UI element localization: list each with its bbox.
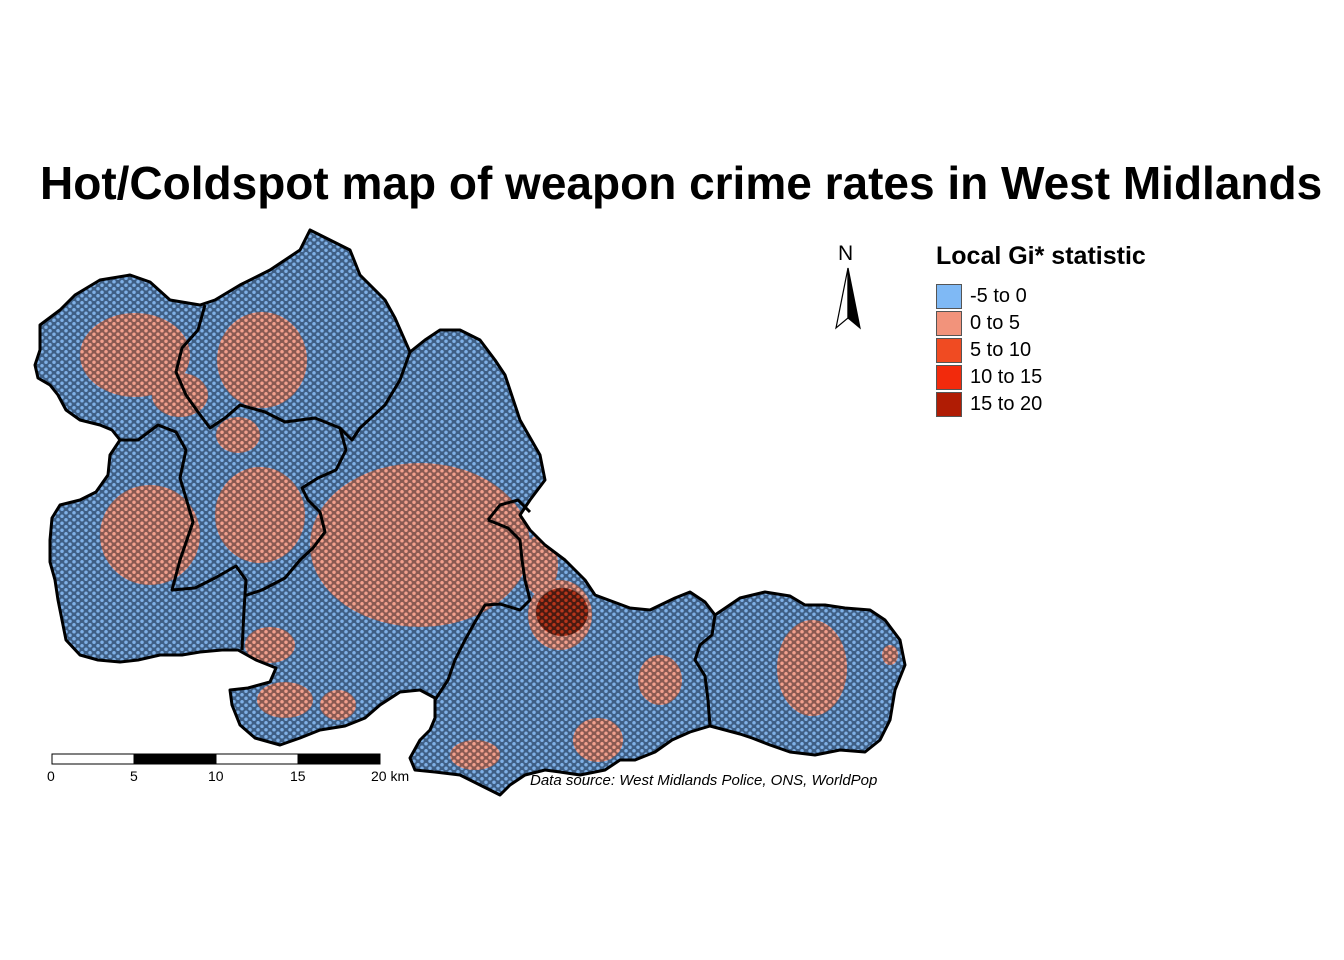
legend-swatch <box>936 284 962 309</box>
hotspot-area <box>245 627 295 663</box>
legend-item: 0 to 5 <box>936 310 1146 337</box>
district-boundary <box>120 423 248 651</box>
district-boundaries <box>120 304 717 727</box>
district-boundary <box>174 304 412 442</box>
legend-swatch <box>936 338 962 363</box>
north-arrow-right-half <box>847 267 861 330</box>
north-label: N <box>838 242 854 265</box>
hotspot-area <box>882 645 898 665</box>
legend-label: 15 to 20 <box>970 393 1043 415</box>
district-boundary <box>243 427 348 598</box>
scale-tick-label: 5 <box>130 768 138 784</box>
region-outer-boundary <box>33 228 907 797</box>
scale-tick-label: 0 <box>47 768 55 784</box>
scale-bar <box>51 753 381 765</box>
hotspot-area <box>80 313 190 397</box>
hex-grid-layer <box>35 230 905 795</box>
scale-segment <box>133 753 217 765</box>
legend-label: 5 to 10 <box>970 339 1032 361</box>
data-source-credit: Data source: West Midlands Police, ONS, … <box>530 772 878 789</box>
legend-item: 5 to 10 <box>936 337 1146 364</box>
hotspot-area <box>320 690 356 720</box>
scale-tick-label: 10 <box>208 768 224 784</box>
scale-segment <box>215 753 299 765</box>
hotspot-area <box>573 718 623 762</box>
hotspot-area <box>450 740 500 770</box>
legend-swatch <box>936 365 962 390</box>
scale-segment <box>51 753 135 765</box>
scale-end-label: 20 km <box>371 768 410 784</box>
legend-item: 10 to 15 <box>936 364 1146 391</box>
district-boundary <box>486 498 532 521</box>
hotspot-area <box>310 463 530 627</box>
legend-swatch <box>936 392 962 417</box>
hotspot-area <box>522 535 558 595</box>
hotspot-area <box>215 467 305 563</box>
page-title: Hot/Coldspot map of weapon crime rates i… <box>40 157 1323 209</box>
legend-label: 10 to 15 <box>970 366 1043 388</box>
hotspot-area <box>100 485 200 585</box>
legend: Local Gi* statistic -5 to 0 0 to 5 5 to … <box>936 242 1146 418</box>
hotspot-area <box>638 655 682 705</box>
north-arrow-left-half <box>835 267 849 330</box>
legend-item: 15 to 20 <box>936 391 1146 418</box>
district-boundary <box>433 518 532 701</box>
legend-label: 0 to 5 <box>970 312 1021 334</box>
hottest-area <box>536 588 588 636</box>
legend-label: -5 to 0 <box>970 285 1027 307</box>
scale-segment <box>297 753 381 765</box>
hotspot-area <box>257 682 313 718</box>
legend-title: Local Gi* statistic <box>936 242 1146 270</box>
hotspot-area <box>217 312 307 408</box>
hotspot-area <box>777 620 847 716</box>
north-arrow-icon <box>835 267 861 330</box>
district-boundary <box>693 614 717 727</box>
hotspot-area <box>216 417 260 453</box>
scale-tick-label: 15 <box>290 768 306 784</box>
legend-swatch <box>936 311 962 336</box>
legend-item: -5 to 0 <box>936 283 1146 310</box>
